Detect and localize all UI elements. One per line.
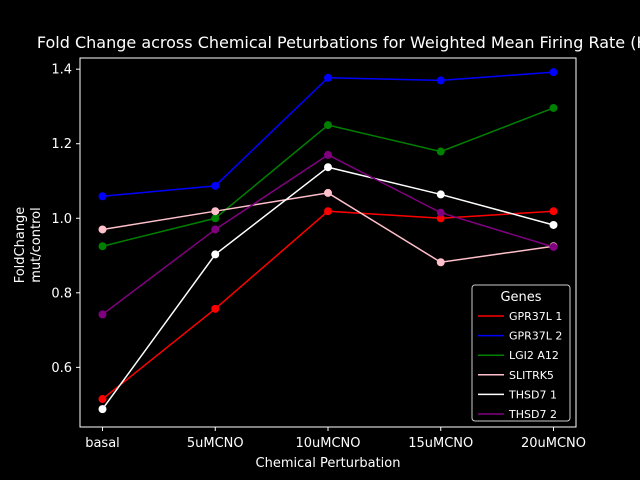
- series-layer: [98, 68, 558, 414]
- legend-label: GPR37L 1: [509, 310, 562, 323]
- series-thsd7-2: [98, 150, 558, 319]
- data-point: [98, 395, 107, 404]
- data-point: [324, 163, 332, 172]
- chart-title: Fold Change across Chemical Peturbations…: [36, 33, 640, 52]
- data-point: [324, 121, 332, 130]
- y-tick-label: 1.4: [51, 63, 72, 78]
- data-point: [211, 250, 220, 259]
- legend-box: [471, 284, 571, 422]
- data-point: [436, 190, 445, 199]
- y-tick-label: 0.6: [51, 361, 72, 376]
- data-point: [549, 207, 558, 216]
- series-gpr37l-1: [98, 207, 558, 404]
- series-lgi2-a12: [98, 103, 558, 251]
- data-point: [549, 220, 558, 229]
- x-axis-label: Chemical Perturbation: [256, 456, 401, 471]
- legend: Genes GPR37L 1 GPR37L 2 LGI2 A12 SLITRK5 THS…: [471, 284, 571, 422]
- data-point: [324, 150, 332, 159]
- legend-label: SLITRK5: [509, 369, 554, 382]
- legend-label: LGI2 A12: [509, 349, 559, 362]
- data-point: [98, 225, 107, 234]
- y-axis: 0.6 0.8 1.0 1.2 1.4: [51, 63, 80, 376]
- data-point: [211, 214, 220, 223]
- x-tick-label: basal: [85, 436, 120, 451]
- data-point: [324, 207, 332, 216]
- data-point: [549, 242, 558, 251]
- legend-label: GPR37L 2: [509, 330, 562, 343]
- data-point: [211, 225, 220, 234]
- y-axis-label-line-2: mut/control: [29, 207, 44, 282]
- x-axis: basal 5uMCNO 10uMCNO 15uMCNO 20uMCNO: [85, 427, 586, 451]
- x-tick-label: 20uMCNO: [521, 436, 586, 451]
- data-point: [436, 147, 445, 156]
- data-point: [98, 405, 107, 414]
- data-point: [211, 207, 220, 216]
- y-tick-label: 0.8: [51, 286, 72, 301]
- data-point: [98, 192, 107, 201]
- series-thsd7-1: [98, 163, 558, 414]
- legend-items: GPR37L 1 GPR37L 2 LGI2 A12 SLITRK5 THSD7 1 TH…: [478, 310, 562, 421]
- y-tick-label: 1.2: [51, 137, 72, 152]
- legend-label: THSD7 1: [508, 388, 557, 401]
- y-tick-label: 1.0: [51, 212, 72, 227]
- y-axis-label-line-1: FoldChange: [13, 207, 28, 284]
- data-point: [98, 310, 107, 319]
- x-tick-label: 5uMCNO: [187, 436, 244, 451]
- series-line: [102, 192, 554, 264]
- data-point: [211, 181, 220, 190]
- data-point: [436, 76, 445, 85]
- data-point: [324, 73, 332, 82]
- x-tick-label: 10uMCNO: [295, 436, 360, 451]
- legend-label: THSD7 2: [508, 408, 557, 421]
- data-point: [324, 188, 332, 197]
- x-tick-label: 15uMCNO: [408, 436, 473, 451]
- data-point: [436, 258, 445, 267]
- data-point: [549, 103, 558, 112]
- legend-title: Genes: [500, 290, 541, 305]
- data-point: [211, 304, 220, 313]
- data-point: [549, 68, 558, 77]
- data-point: [436, 208, 445, 217]
- data-point: [98, 242, 107, 251]
- data-point: [436, 214, 445, 223]
- series-gpr37l-2: [98, 68, 558, 201]
